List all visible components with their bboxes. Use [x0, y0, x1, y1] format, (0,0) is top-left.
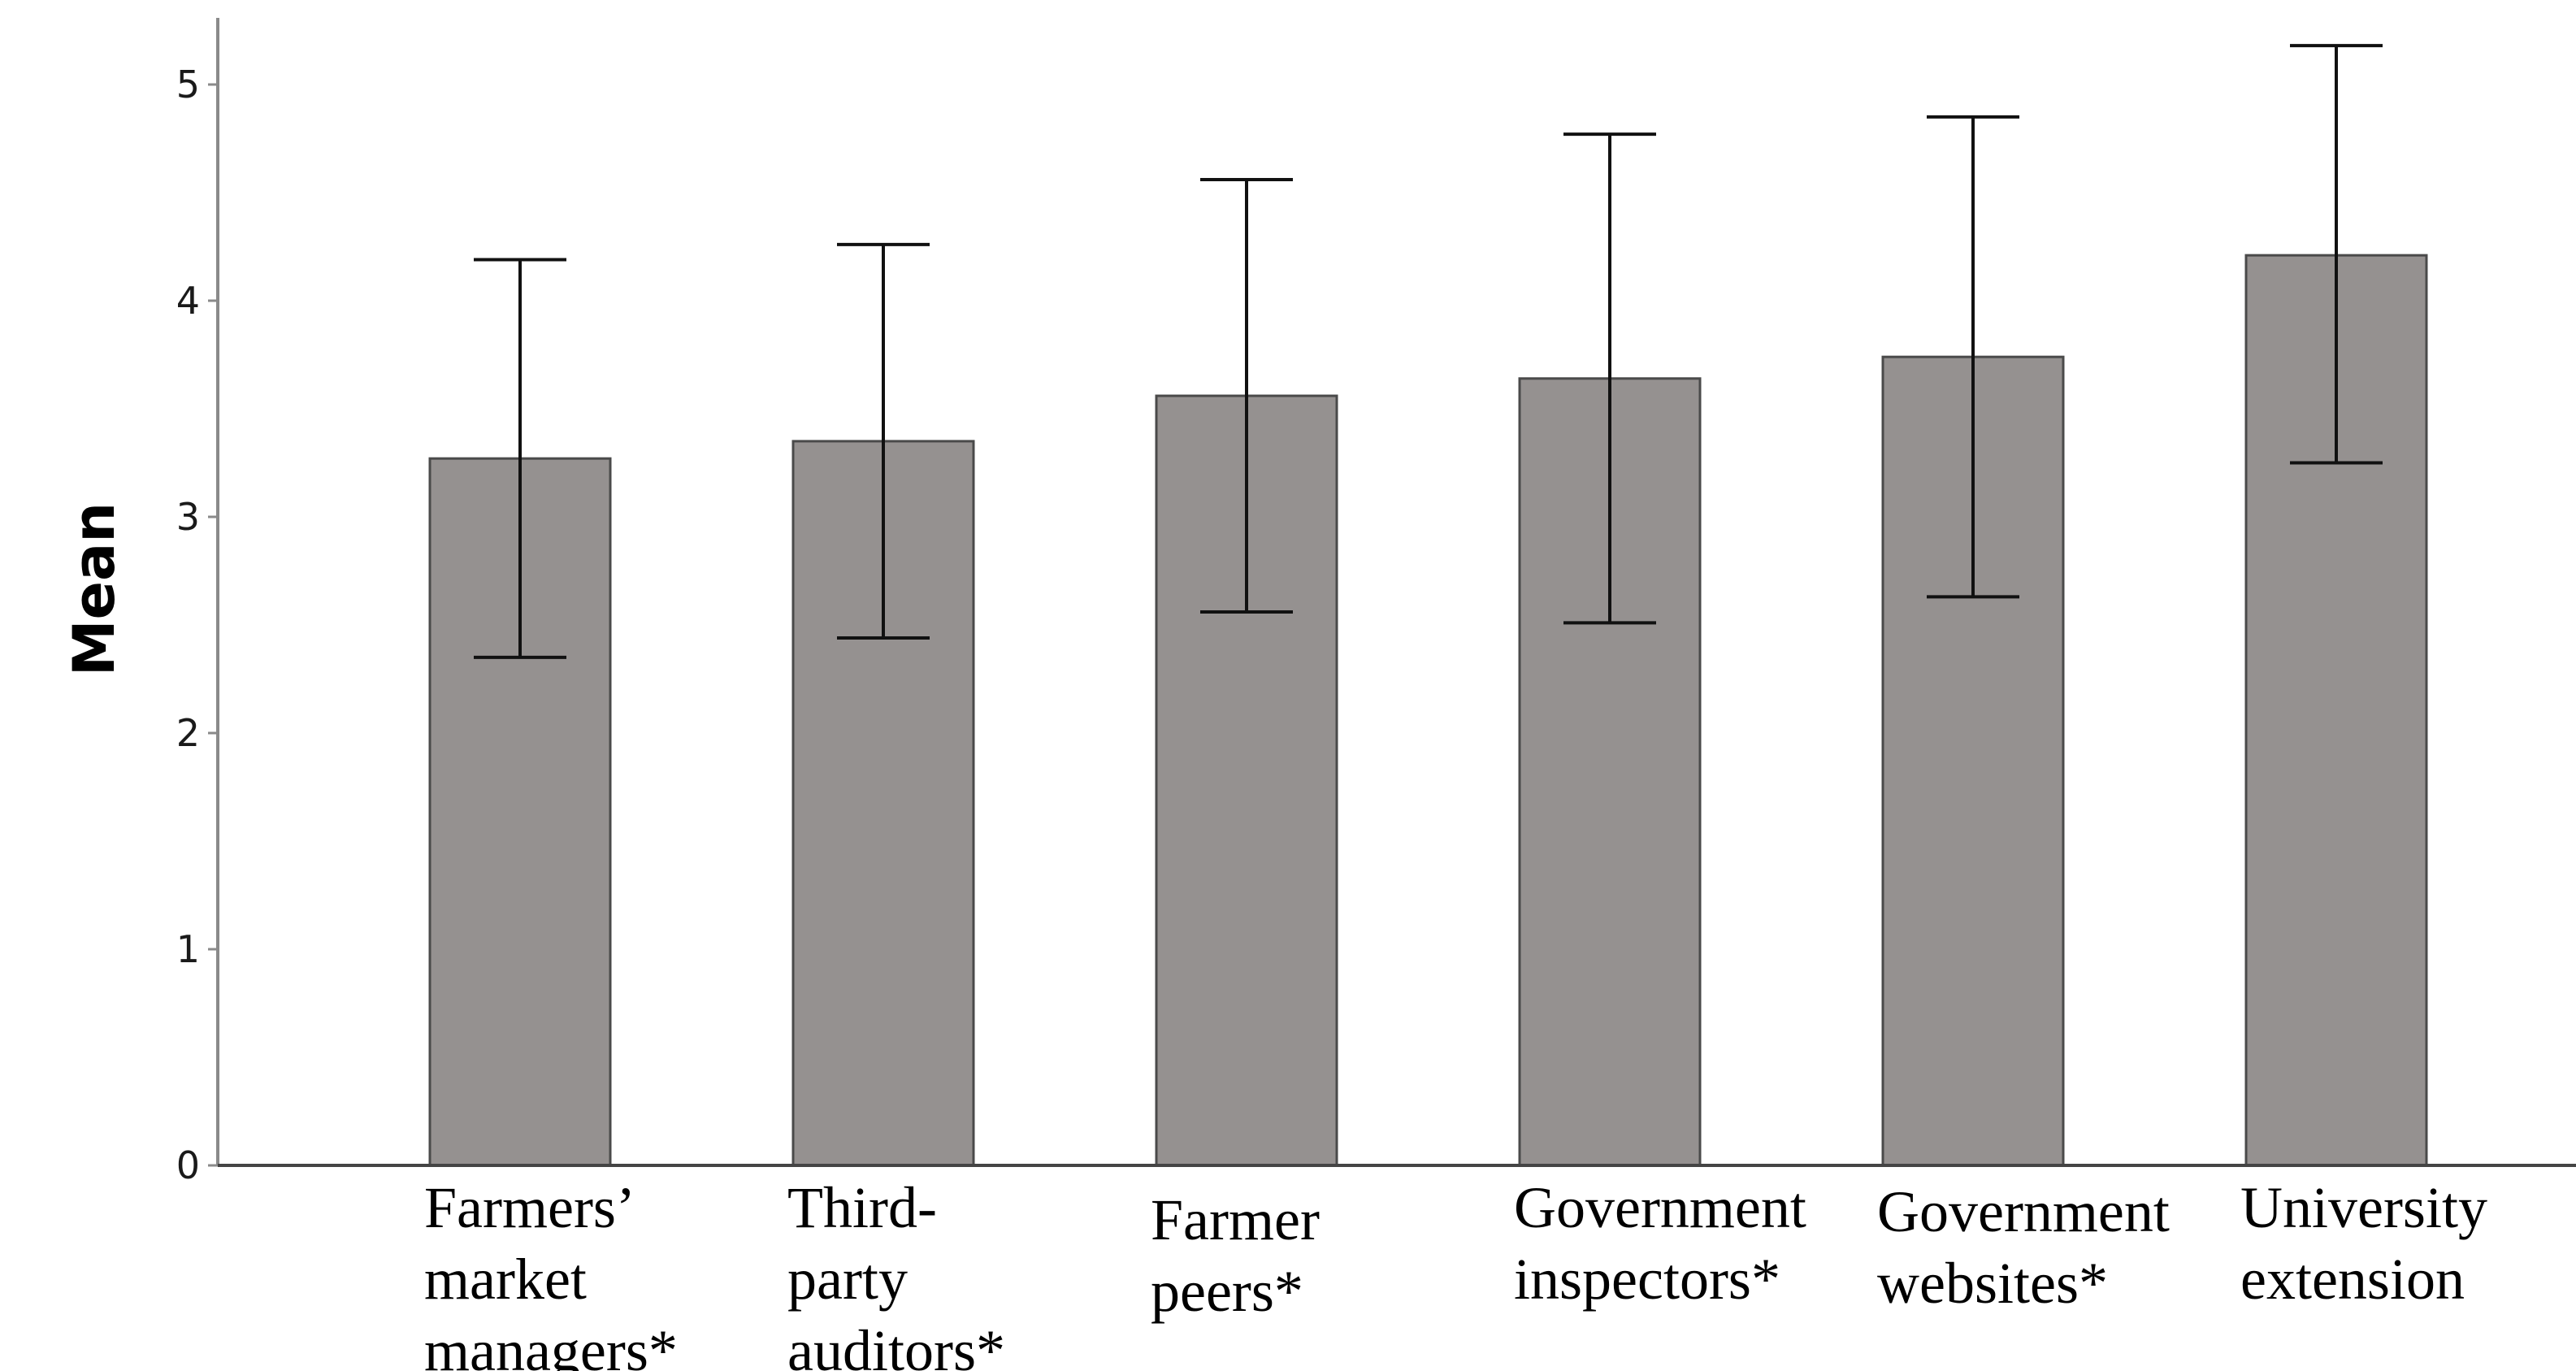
axes-group	[216, 18, 2576, 1167]
x-category-label-line: websites*	[1877, 1251, 2108, 1316]
y-tick-label: 4	[176, 279, 200, 323]
x-category-label-line: Government	[1514, 1175, 1806, 1240]
error-bar-1	[837, 242, 930, 640]
x-category-label-line: Farmers’	[424, 1175, 635, 1240]
x-category-label-0: Farmers’ market managers*	[424, 1175, 678, 1371]
x-category-label-line: market	[424, 1247, 587, 1312]
error-bar-4	[1927, 115, 2019, 599]
x-category-label-line: peers*	[1151, 1259, 1303, 1324]
x-category-label-5: University extension	[2240, 1175, 2487, 1312]
x-category-label-line: University	[2240, 1175, 2487, 1240]
x-category-label-3: Government inspectors*	[1514, 1175, 1806, 1312]
x-category-label-line: auditors*	[787, 1318, 1005, 1371]
y-tick-label: 0	[176, 1143, 200, 1187]
y-axis-title: Mean	[61, 502, 128, 676]
x-category-label-line: Farmer	[1151, 1187, 1320, 1252]
y-ticks-group: 0 1 2 3 4 5	[176, 63, 218, 1187]
x-labels-group: Farmers’ market managers* Third-party audito…	[424, 1175, 2487, 1371]
y-tick-label: 1	[176, 927, 200, 971]
x-category-label-1: Third-party auditors*	[787, 1175, 1005, 1371]
x-category-label-line: managers*	[424, 1318, 678, 1371]
x-category-label-line: extension	[2240, 1247, 2465, 1312]
y-tick-label: 5	[176, 63, 200, 106]
x-category-label-line: Government	[1877, 1179, 2170, 1244]
error-bars-group	[474, 44, 2383, 659]
error-bar-2	[1200, 178, 1293, 614]
x-category-label-2: Farmer peers*	[1151, 1187, 1320, 1324]
x-category-label-4: Government websites*	[1877, 1179, 2170, 1316]
y-tick-label: 3	[176, 495, 200, 539]
x-category-label-line: party	[787, 1247, 908, 1312]
x-category-label-line: inspectors*	[1514, 1247, 1780, 1312]
error-bar-0	[474, 258, 566, 659]
y-tick-label: 2	[176, 711, 200, 755]
bars-group	[428, 254, 2428, 1167]
x-category-label-line: Third-	[787, 1175, 937, 1240]
error-bar-3	[1563, 132, 1656, 625]
error-bar-5	[2290, 44, 2383, 465]
